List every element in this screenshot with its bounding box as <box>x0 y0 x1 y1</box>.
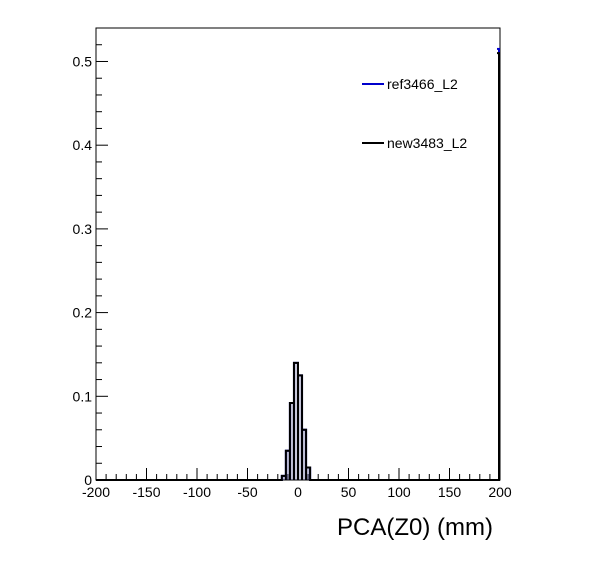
x-tick-label: -50 <box>237 484 257 500</box>
x-tick-label: 0 <box>294 484 302 500</box>
y-tick-label: 0 <box>84 472 92 488</box>
y-tick-label: 0.5 <box>73 53 93 69</box>
x-tick-label: -200 <box>82 484 110 500</box>
legend: ref3466_L2 new3483_L2 <box>358 58 494 170</box>
y-axis: 0 0.1 0.2 0.3 0.4 0.5 <box>73 27 108 488</box>
y-tick-label: 0.3 <box>73 221 93 237</box>
legend-box <box>358 58 494 170</box>
x-axis-title: PCA(Z0) (mm) <box>337 514 493 541</box>
legend-label-new: new3483_L2 <box>387 135 467 151</box>
y-tick-label: 0.2 <box>73 305 93 321</box>
x-tick-label: -150 <box>132 484 160 500</box>
x-tick-label: 50 <box>341 484 357 500</box>
x-tick-label: 200 <box>488 484 512 500</box>
y-tick-label: 0.4 <box>73 137 93 153</box>
x-tick-label: -100 <box>183 484 211 500</box>
x-tick-label: 100 <box>387 484 411 500</box>
series-line-1 <box>96 361 500 481</box>
x-tick-label: 150 <box>438 484 462 500</box>
y-tick-label: 0.1 <box>73 388 93 404</box>
series-layer <box>96 47 500 481</box>
legend-label-ref: ref3466_L2 <box>387 76 458 92</box>
